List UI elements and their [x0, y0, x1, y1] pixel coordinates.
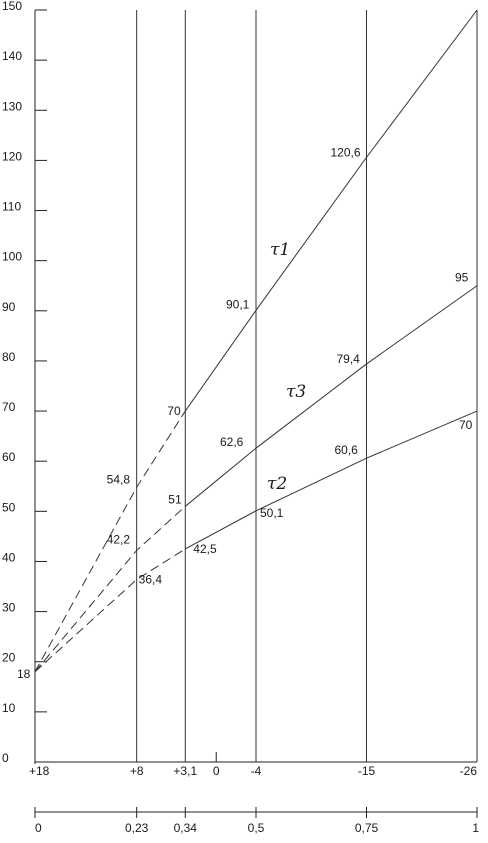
data-label-0-3: 90,1 [226, 297, 250, 311]
x-bottom-label-5: 1 [472, 821, 479, 835]
vertical-gridlines [136, 10, 478, 762]
series-label-0: τ1 [270, 240, 290, 260]
y-tick-label-120: 120 [2, 149, 22, 163]
series-label-1: τ3 [286, 382, 306, 402]
y-tick-label-140: 140 [2, 49, 22, 63]
x-bottom-label-2: 0,34 [174, 821, 198, 835]
x-top-label-1: +8 [130, 764, 144, 778]
y-tick-label-30: 30 [2, 601, 16, 615]
y-tick-label-70: 70 [2, 400, 16, 414]
series-1-line [184, 285, 478, 507]
y-tick-label-60: 60 [2, 450, 16, 464]
data-label-1-1: 42,2 [107, 532, 131, 546]
data-label-2-3: 50,1 [260, 506, 284, 520]
x-bottom-label-3: 0,5 [248, 821, 265, 835]
data-label-0-4: 120,6 [331, 145, 361, 159]
data-label-1-3: 62,6 [220, 435, 244, 449]
y-tick-label-80: 80 [2, 350, 16, 364]
y-tick-label-110: 110 [2, 200, 21, 214]
x-top-label-2: +3,1 [173, 764, 197, 778]
y-tick-label-0: 0 [2, 751, 9, 765]
x-top-label-0: +18 [29, 764, 50, 778]
series-lines [34, 9, 478, 673]
data-label-0-1: 54,8 [107, 472, 131, 486]
data-label-2-2: 42,5 [193, 542, 217, 556]
y-tick-label-130: 130 [2, 99, 22, 113]
data-label-2-1: 36,4 [139, 573, 163, 587]
x-top-label-4: -4 [251, 764, 262, 778]
axes [34, 9, 478, 818]
y-tick-label-150: 150 [2, 0, 22, 13]
series-2-extrapolated-line [34, 548, 186, 673]
y-tick-label-100: 100 [2, 250, 22, 264]
labels: 0102030405060708090100110120130140150+18… [2, 0, 479, 835]
series-label-2: τ2 [267, 474, 287, 494]
series-0-line [184, 9, 478, 412]
data-label-1-2: 51 [168, 492, 182, 506]
data-label-2-4: 60,6 [335, 443, 359, 457]
x-top-label-6: -26 [460, 764, 478, 778]
series-0-extrapolated-line [34, 410, 186, 673]
y-tick-label-50: 50 [2, 500, 16, 514]
data-label-0-2: 70 [167, 404, 181, 418]
x-bottom-label-4: 0,75 [355, 821, 379, 835]
y-tick-label-40: 40 [2, 550, 16, 564]
y-tick-label-90: 90 [2, 300, 16, 314]
y-tick-label-10: 10 [2, 701, 16, 715]
x-top-label-5: -15 [358, 764, 376, 778]
x-bottom-label-1: 0,23 [125, 821, 149, 835]
data-label-1-5: 95 [455, 271, 469, 285]
data-label-2-5: 70 [459, 418, 473, 432]
start-value-label: 18 [17, 667, 31, 681]
y-tick-label-20: 20 [2, 651, 16, 665]
x-top-label-3: 0 [213, 764, 220, 778]
series-2-line [185, 410, 478, 550]
series-1-extrapolated-line [34, 505, 186, 673]
data-label-1-4: 79,4 [337, 352, 361, 366]
x-bottom-label-0: 0 [35, 821, 42, 835]
